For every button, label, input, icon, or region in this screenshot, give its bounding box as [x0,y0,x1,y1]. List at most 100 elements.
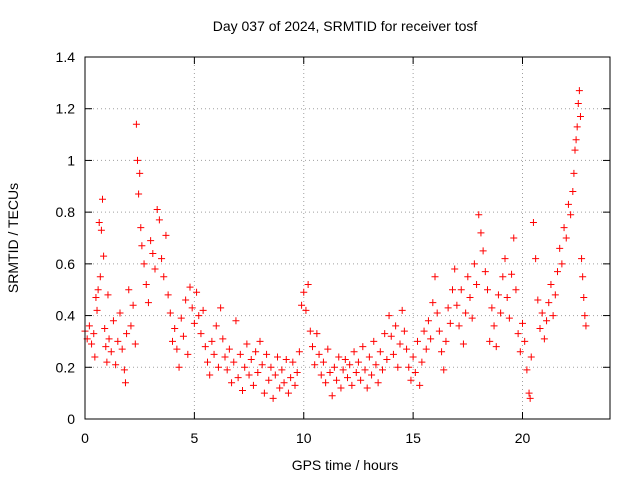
data-point [488,304,496,312]
data-point [241,363,249,371]
data-point [263,350,271,358]
data-point [282,356,290,364]
data-point [359,343,367,351]
y-tick-label: 0.6 [56,256,76,272]
data-point [127,322,135,330]
data-point [245,371,253,379]
data-point [352,368,360,376]
data-point [405,363,413,371]
data-point [284,389,292,397]
data-point [346,361,354,369]
data-point [344,374,351,382]
data-point [579,273,587,281]
y-tick-label: 0.8 [56,204,76,220]
data-point [195,312,203,320]
data-point [155,216,163,224]
data-point [300,288,308,296]
data-point [389,350,397,358]
data-point [103,358,111,366]
data-point [357,376,365,384]
data-point [315,350,323,358]
data-point [326,368,334,376]
data-point [328,392,336,400]
data-point [424,317,432,325]
data-point [304,281,312,289]
data-point [570,169,578,177]
x-tick-label: 0 [81,430,89,446]
data-point [136,169,144,177]
data-point [477,229,485,237]
data-point [97,226,105,234]
data-point [147,237,155,245]
data-point [225,345,233,353]
data-point [135,190,143,198]
data-point [322,379,330,387]
y-tick-label: 0 [67,411,75,427]
data-point [221,353,229,361]
data-point [431,273,439,281]
data-point [449,286,456,294]
data-point [523,366,531,374]
data-point [440,366,448,374]
x-tick-label: 5 [190,430,198,446]
data-point [149,250,157,258]
data-point [376,348,384,356]
data-point [420,327,428,335]
data-point [85,322,93,330]
data-point [573,123,581,131]
data-point [116,309,124,317]
data-point [569,187,577,195]
data-point [508,270,516,278]
data-point [177,314,185,322]
data-point [438,348,446,356]
data-point [534,296,542,304]
data-point [581,312,589,320]
chart-title: Day 037 of 2024, SRMTID for receiver tos… [213,18,478,34]
data-point [571,146,579,154]
data-point [186,283,194,291]
data-point [368,371,376,379]
data-point [276,384,284,392]
y-tick-label: 0.4 [56,308,76,324]
y-tick-label: 1.2 [56,101,76,117]
data-point [556,244,564,252]
data-point [102,343,110,351]
data-point [151,265,159,273]
data-point [120,366,128,374]
data-point [162,231,170,239]
x-tick-label: 10 [296,430,312,446]
data-point [267,363,275,371]
data-point [442,337,450,345]
data-point [142,281,150,289]
data-point [232,317,240,325]
data-point [260,389,268,397]
data-point [567,211,575,219]
grid-layer [85,57,610,419]
data-point [576,112,584,120]
data-point [333,376,341,384]
data-point [433,309,441,317]
data-point [287,374,295,382]
data-point [256,337,264,345]
data-point [400,327,408,335]
data-point [574,100,582,108]
data-point [101,325,109,332]
data-point [291,381,299,389]
data-point [217,304,225,312]
data-point [407,376,415,384]
data-point [171,325,179,332]
data-point [341,356,349,364]
data-point [453,301,461,309]
data-point [90,330,98,338]
data-point [208,337,216,345]
data-point [385,312,393,320]
data-point [188,304,196,312]
data-point [392,322,400,330]
data-point [519,319,526,327]
data-point [212,322,220,330]
data-point [494,291,502,299]
data-point [339,366,347,374]
data-point [179,332,187,340]
data-point [418,358,426,366]
data-point [365,353,373,361]
